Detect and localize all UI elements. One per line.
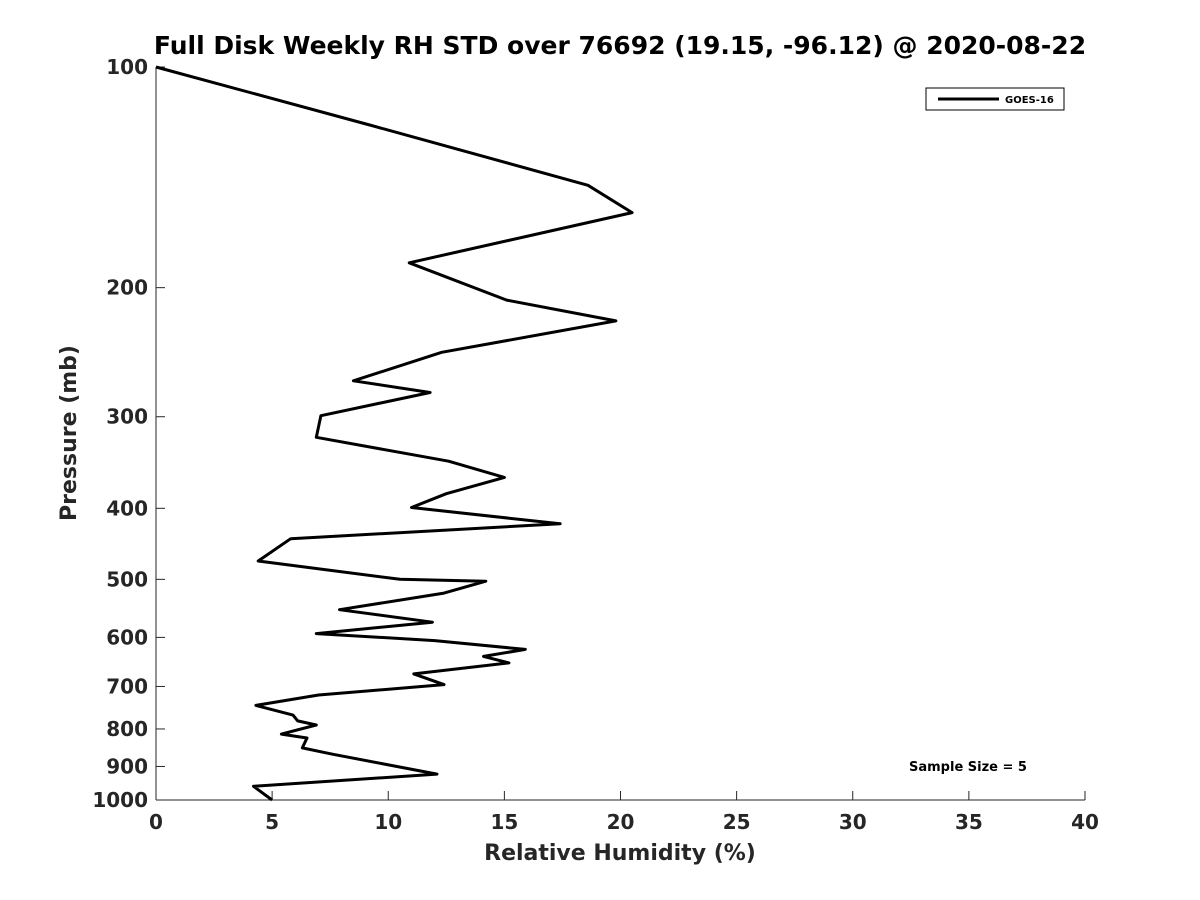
y-tick-label: 400	[106, 496, 148, 520]
sample-size-annotation: Sample Size = 5	[909, 760, 1027, 775]
y-tick-label: 900	[106, 754, 148, 778]
chart-title: Full Disk Weekly RH STD over 76692 (19.1…	[154, 31, 1086, 60]
x-tick-label: 15	[490, 810, 518, 834]
legend: GOES-16	[925, 87, 1065, 111]
y-axis-label: Pressure (mb)	[57, 345, 82, 521]
x-tick-label: 25	[723, 810, 751, 834]
x-tick-label: 5	[265, 810, 279, 834]
x-tick-label: 35	[955, 810, 983, 834]
x-tick-label: 20	[607, 810, 635, 834]
y-tick-label: 600	[106, 625, 148, 649]
y-axis-ticks: 100 200 300 400 500 600 700 800 900 1000	[92, 55, 165, 812]
x-tick-label: 0	[149, 810, 163, 834]
plot-area	[156, 67, 1085, 800]
y-tick-label: 500	[106, 567, 148, 591]
legend-label-goes16: GOES-16	[1005, 95, 1054, 106]
x-tick-label: 30	[839, 810, 867, 834]
y-tick-label: 700	[106, 674, 148, 698]
y-tick-label: 1000	[92, 788, 148, 812]
x-axis-ticks: 0 5 10 15 20 25 30 35 40	[149, 791, 1099, 834]
x-tick-label: 40	[1071, 810, 1099, 834]
y-tick-label: 300	[106, 405, 148, 429]
y-tick-label: 100	[106, 55, 148, 79]
y-tick-label: 200	[106, 276, 148, 300]
x-tick-label: 10	[374, 810, 402, 834]
series-layer	[155, 65, 634, 802]
series-line-goes-16	[155, 65, 634, 802]
x-axis-label: Relative Humidity (%)	[484, 841, 756, 866]
y-tick-label: 800	[106, 717, 148, 741]
